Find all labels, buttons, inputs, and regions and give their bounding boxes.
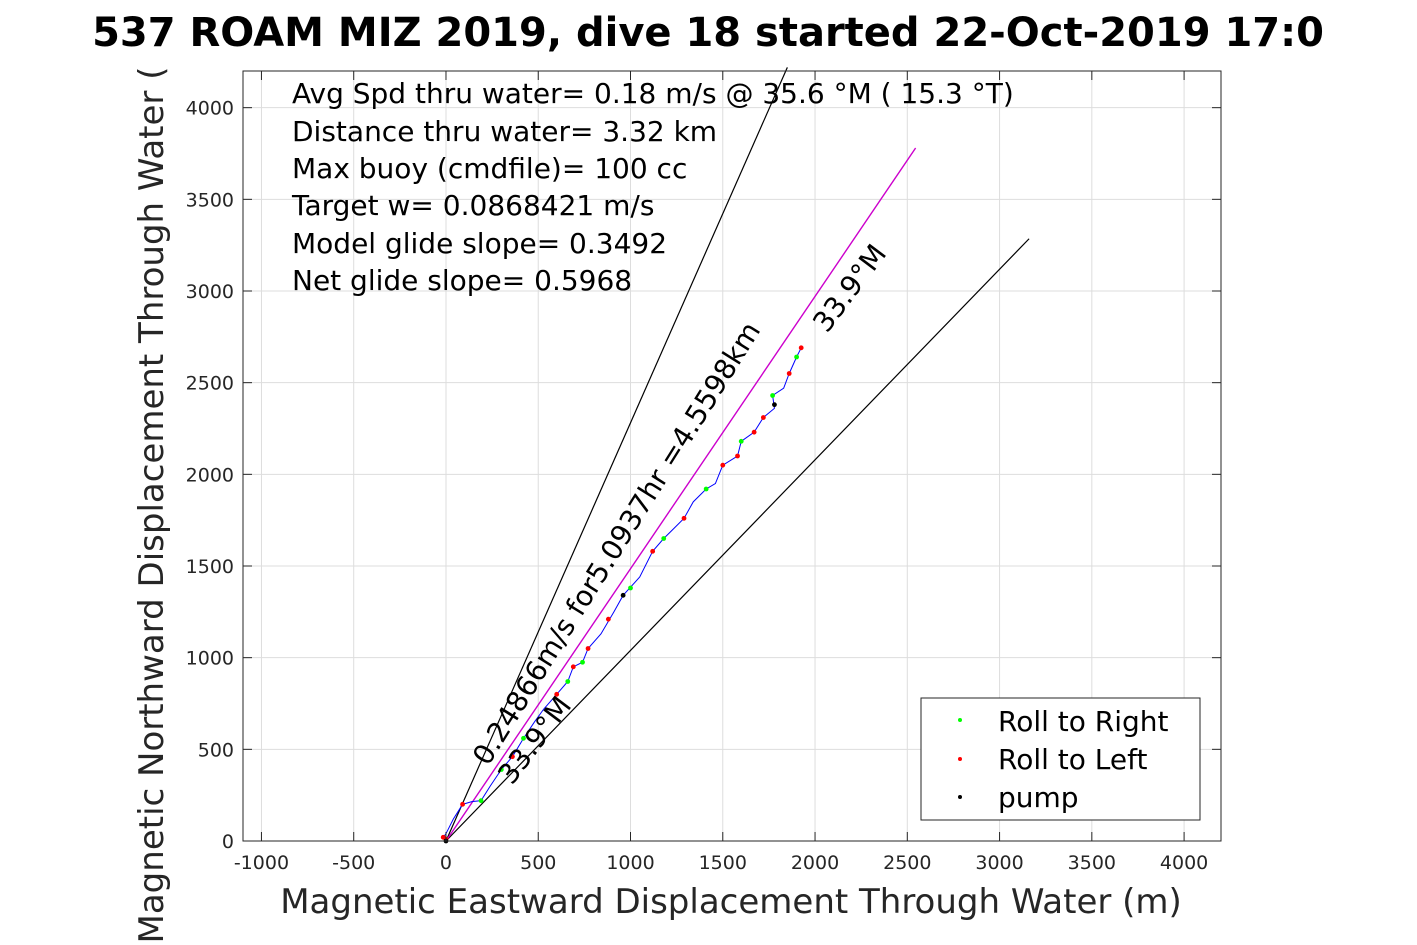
- heading-line: [445, 147, 917, 842]
- y-axis-label: Magnetic Northward Displacement Through …: [132, 67, 172, 944]
- roll-right-point: [565, 679, 571, 684]
- annotation-avg-speed: Avg Spd thru water= 0.18 m/s @ 35.6 °M (…: [292, 77, 1014, 110]
- roll-left-point: [460, 801, 465, 807]
- y-tick-label: 3000: [186, 281, 234, 303]
- x-tick-label: -500: [332, 852, 375, 874]
- roll-right-point: [794, 354, 799, 360]
- cone-line-right: [445, 238, 1030, 842]
- y-tick-label: 2000: [186, 464, 234, 486]
- speed-line-label: 0.24866m/s for5.0937hr =4.5598km: [466, 316, 767, 771]
- y-tick-label: 500: [198, 739, 234, 761]
- legend-marker-roll-right: [958, 718, 962, 722]
- heading-label-upper: 33.9°M: [806, 238, 893, 338]
- y-tick-label: 2500: [186, 373, 234, 395]
- x-tick-label: 0: [440, 852, 452, 874]
- roll-right-point: [628, 585, 633, 591]
- y-tick-label: 0: [222, 831, 234, 853]
- heading-cone: [445, 67, 1030, 842]
- roll-left-point: [760, 415, 766, 420]
- annotation-max-buoy: Max buoy (cmdfile)= 100 cc: [292, 152, 687, 185]
- x-tick-label: 4000: [1160, 852, 1208, 874]
- x-axis-ticks: -1000 -500 0 500 1000 1500 2000 2500 3000 3500 400…: [234, 71, 1208, 874]
- dive-track: [442, 347, 802, 842]
- legend-box: [920, 697, 1201, 821]
- y-tick-label: 3500: [186, 189, 234, 211]
- pump-point: [620, 592, 626, 598]
- roll-left-point: [786, 371, 792, 376]
- x-tick-label: 1000: [606, 852, 654, 874]
- y-tick-label: 1500: [186, 556, 234, 578]
- y-tick-label: 1000: [186, 648, 234, 670]
- annotation-model-glide: Model glide slope= 0.3492: [292, 227, 667, 260]
- x-tick-label: 3500: [1068, 852, 1116, 874]
- x-tick-label: 2500: [883, 852, 931, 874]
- roll-left-point: [751, 429, 757, 435]
- x-tick-label: 500: [520, 852, 556, 874]
- x-tick-label: -1000: [234, 852, 289, 874]
- cone-line-left: [445, 67, 788, 842]
- roll-left-point: [570, 664, 576, 670]
- legend-marker-roll-left: [958, 757, 962, 761]
- roll-left-point: [510, 754, 515, 760]
- roll-right-point: [478, 798, 484, 804]
- plot-frame: [242, 70, 1222, 842]
- pump-point: [772, 402, 777, 408]
- roll-right-point: [738, 438, 744, 444]
- legend-label-roll-right: Roll to Right: [998, 705, 1169, 738]
- roll-right-point: [661, 536, 667, 541]
- data-points: [440, 345, 804, 844]
- roll-right-point: [498, 767, 504, 772]
- roll-right-point: [521, 735, 526, 741]
- roll-left-point: [605, 616, 611, 622]
- x-tick-label: 1500: [699, 852, 747, 874]
- roll-right-point: [703, 486, 709, 492]
- legend-label-pump: pump: [998, 781, 1079, 814]
- annotation-net-glide: Net glide slope= 0.5968: [292, 264, 632, 297]
- roll-left-point: [554, 691, 560, 697]
- x-tick-label: 2000: [791, 852, 839, 874]
- annotation-target-w: Target w= 0.0868421 m/s: [291, 189, 654, 222]
- roll-right-point: [580, 659, 585, 665]
- roll-left-point: [585, 646, 591, 651]
- y-tick-label: 4000: [186, 98, 234, 120]
- y-axis-ticks: 0 500 1000 1500 2000 2500 3000 3500 4000: [186, 98, 1221, 853]
- roll-left-point: [798, 345, 804, 351]
- roll-left-point: [650, 548, 656, 554]
- roll-left-point: [720, 462, 726, 468]
- legend-label-roll-left: Roll to Left: [998, 743, 1147, 776]
- x-tick-label: 3000: [975, 852, 1023, 874]
- chart-title: 537 ROAM MIZ 2019, dive 18 started 22-Oc…: [92, 10, 1324, 56]
- roll-left-point: [735, 453, 740, 459]
- annotation-distance: Distance thru water= 3.32 km: [292, 115, 717, 148]
- stats-annotations: Avg Spd thru water= 0.18 m/s @ 35.6 °M (…: [291, 77, 1014, 297]
- roll-left-point: [681, 515, 687, 521]
- legend-marker-pump: [958, 795, 962, 799]
- x-axis-label: Magnetic Eastward Displacement Through W…: [280, 882, 1182, 922]
- roll-right-point: [770, 393, 775, 398]
- track-path: [442, 347, 802, 842]
- legend: Roll to Right Roll to Left pump: [920, 697, 1201, 821]
